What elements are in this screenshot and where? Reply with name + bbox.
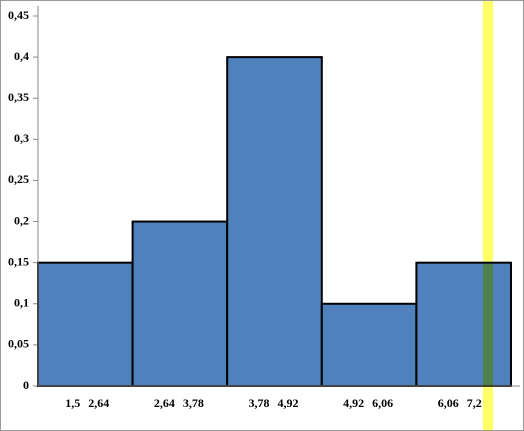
bar [226, 56, 323, 387]
x-tick-label: 4,92 [343, 396, 364, 410]
y-tick-label: 0,25 [8, 172, 29, 186]
y-tick-label: 0,15 [8, 254, 29, 268]
y-tick-label: 0,1 [14, 296, 29, 310]
y-tick-label: 0,35 [8, 90, 29, 104]
bar [415, 261, 512, 387]
x-tick-label: 2,64 [154, 396, 175, 410]
x-tick-label: 4,92 [278, 396, 299, 410]
x-tick-label: 3,78 [183, 396, 204, 410]
y-tick-label: 0,4 [14, 49, 29, 63]
y-tick-label: 0,45 [8, 8, 29, 22]
x-tick-label: 6,06 [438, 396, 459, 410]
x-tick-label: 6,06 [372, 396, 393, 410]
bar [131, 220, 229, 387]
y-tick-label: 0 [23, 378, 29, 392]
highlight-band [483, 1, 493, 430]
plot-area: 0 0,05 0,1 0,15 0,2 0,25 0,3 0,35 0,4 0,45 1,5 2,64… [8, 6, 520, 410]
x-tick-label: 7,2 [467, 396, 482, 410]
y-tick-label: 0,2 [14, 213, 29, 227]
x-tick-label: 2,64 [88, 396, 109, 410]
x-tick-label: 1,5 [65, 396, 80, 410]
bar [320, 302, 418, 387]
bar [37, 261, 134, 387]
y-tick-label: 0,05 [8, 337, 29, 351]
x-tick-label: 3,78 [249, 396, 270, 410]
y-tick-label: 0,3 [14, 131, 29, 145]
